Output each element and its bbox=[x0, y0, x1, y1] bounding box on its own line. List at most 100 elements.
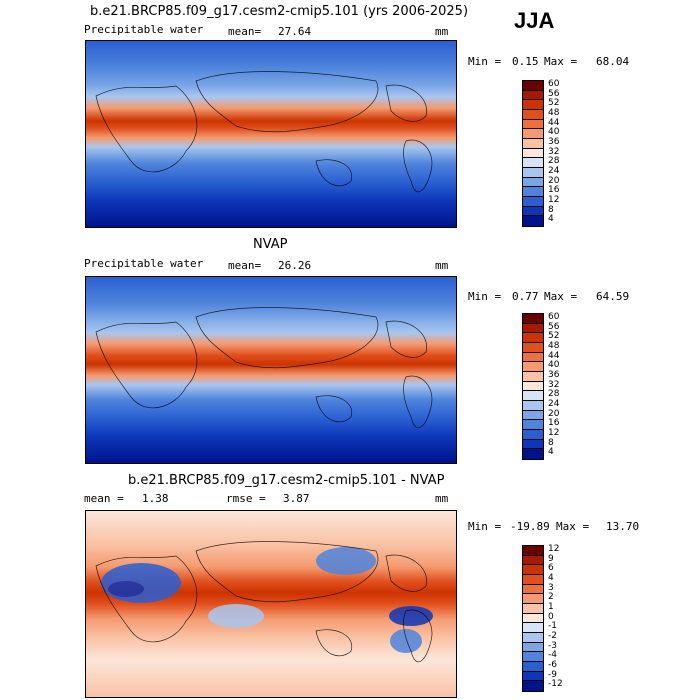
panel2-units: mm bbox=[435, 259, 449, 272]
colorbar-label: 1 bbox=[548, 601, 554, 612]
colorbar-label: 52 bbox=[548, 331, 560, 342]
colorbar-label: 20 bbox=[548, 175, 560, 186]
colorbar-label: -6 bbox=[548, 659, 557, 670]
colorbar-segment bbox=[523, 565, 543, 575]
colorbar-segment bbox=[523, 100, 543, 110]
colorbar-segment bbox=[523, 603, 543, 614]
panel2-title: NVAP bbox=[253, 237, 288, 252]
panel2-min-label: Min = bbox=[468, 290, 502, 303]
colorbar-label: -3 bbox=[548, 640, 557, 651]
panel1-mean-label: mean= bbox=[228, 25, 262, 38]
colorbar-label: 24 bbox=[548, 398, 560, 409]
panel2-mean-label: mean= bbox=[228, 259, 262, 272]
panel3-colorbar bbox=[522, 545, 544, 692]
colorbar-label: 16 bbox=[548, 185, 560, 196]
colorbar-label: 52 bbox=[548, 98, 560, 109]
colorbar-segment bbox=[523, 439, 543, 450]
colorbar-label: 44 bbox=[548, 350, 560, 361]
colorbar-segment bbox=[523, 574, 543, 585]
colorbar-segment bbox=[523, 632, 543, 643]
colorbar-segment bbox=[523, 206, 543, 217]
colorbar-label: 48 bbox=[548, 340, 560, 351]
colorbar-label: 12 bbox=[548, 194, 560, 205]
colorbar-label: 28 bbox=[548, 389, 560, 400]
panel3-max-label: Max = bbox=[556, 520, 590, 533]
colorbar-label: 4 bbox=[548, 447, 554, 458]
colorbar-segment bbox=[523, 400, 543, 411]
colorbar-segment bbox=[523, 681, 543, 691]
colorbar-label: 56 bbox=[548, 88, 560, 99]
colorbar-label: 20 bbox=[548, 408, 560, 419]
colorbar-label: 8 bbox=[548, 437, 554, 448]
panel3-title: b.e21.BRCP85.f09_g17.cesm2-cmip5.101 - N… bbox=[128, 473, 445, 488]
colorbar-segment bbox=[523, 342, 543, 353]
panel2-mean-value: 26.26 bbox=[278, 259, 312, 272]
colorbar-segment bbox=[523, 623, 543, 633]
colorbar-segment bbox=[523, 449, 543, 459]
colorbar-segment bbox=[523, 216, 543, 226]
panel2-coastlines bbox=[95, 307, 433, 429]
colorbar-label: -4 bbox=[548, 650, 557, 661]
panel2-max-value: 64.59 bbox=[596, 290, 630, 303]
colorbar-segment bbox=[523, 177, 543, 188]
colorbar-segment bbox=[523, 391, 543, 401]
colorbar-segment bbox=[523, 613, 543, 624]
colorbar-segment bbox=[523, 410, 543, 421]
colorbar-segment bbox=[523, 546, 543, 556]
colorbar-segment bbox=[523, 429, 543, 440]
colorbar-segment bbox=[523, 352, 543, 363]
colorbar-segment bbox=[523, 371, 543, 382]
panel1-min-label: Min = bbox=[468, 55, 502, 68]
panel3-map bbox=[85, 510, 457, 698]
colorbar-label: -9 bbox=[548, 669, 557, 680]
colorbar-segment bbox=[523, 129, 543, 139]
colorbar-segment bbox=[523, 158, 543, 168]
colorbar-segment bbox=[523, 584, 543, 595]
colorbar-label: -12 bbox=[548, 679, 563, 690]
colorbar-segment bbox=[523, 323, 543, 334]
colorbar-label: 16 bbox=[548, 418, 560, 429]
colorbar-segment bbox=[523, 196, 543, 207]
panel1-title: b.e21.BRCP85.f09_g17.cesm2-cmip5.101 (yr… bbox=[90, 4, 469, 19]
colorbar-label: 40 bbox=[548, 360, 560, 371]
colorbar-label: 0 bbox=[548, 611, 554, 622]
panel3-units: mm bbox=[435, 492, 449, 505]
colorbar-label: 28 bbox=[548, 156, 560, 167]
panel3-min-label: Min = bbox=[468, 520, 502, 533]
panel2-colorbar bbox=[522, 313, 544, 460]
colorbar-segment bbox=[523, 652, 543, 662]
panel1-units: mm bbox=[435, 25, 449, 38]
colorbar-segment bbox=[523, 90, 543, 101]
panel3-rmse-label: rmse = bbox=[226, 492, 266, 505]
colorbar-segment bbox=[523, 167, 543, 178]
colorbar-segment bbox=[523, 661, 543, 672]
panel1-max-value: 68.04 bbox=[596, 55, 630, 68]
colorbar-label: 4 bbox=[548, 214, 554, 225]
panel3-max-value: 13.70 bbox=[606, 520, 640, 533]
colorbar-label: 32 bbox=[548, 379, 560, 390]
colorbar-segment bbox=[523, 381, 543, 392]
colorbar-segment bbox=[523, 555, 543, 566]
colorbar-label: 4 bbox=[548, 572, 554, 583]
colorbar-label: 9 bbox=[548, 553, 554, 564]
panel3-mean-value: 1.38 bbox=[142, 492, 169, 505]
panel2-max-label: Max = bbox=[544, 290, 578, 303]
panel3-anomaly-overlay bbox=[95, 541, 433, 663]
colorbar-segment bbox=[523, 138, 543, 149]
panel3-mean-label: mean = bbox=[84, 492, 124, 505]
colorbar-label: 6 bbox=[548, 563, 554, 574]
colorbar-label: 12 bbox=[548, 427, 560, 438]
panel1-min-value: 0.15 bbox=[512, 55, 539, 68]
colorbar-segment bbox=[523, 362, 543, 372]
colorbar-segment bbox=[523, 119, 543, 130]
colorbar-label: 24 bbox=[548, 165, 560, 176]
colorbar-label: 48 bbox=[548, 107, 560, 118]
colorbar-label: -1 bbox=[548, 621, 557, 632]
colorbar-label: -2 bbox=[548, 630, 557, 641]
panel3-rmse-value: 3.87 bbox=[283, 492, 310, 505]
colorbar-segment bbox=[523, 671, 543, 682]
panel1-mean-value: 27.64 bbox=[278, 25, 312, 38]
colorbar-label: 40 bbox=[548, 127, 560, 138]
colorbar-segment bbox=[523, 594, 543, 604]
colorbar-segment bbox=[523, 420, 543, 430]
